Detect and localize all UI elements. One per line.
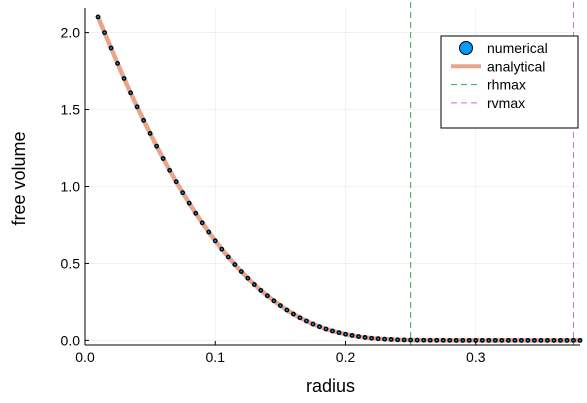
numerical-point (219, 246, 225, 252)
y-tick-label: 1.5 (61, 102, 81, 118)
numerical-point (128, 90, 133, 96)
numerical-point (317, 324, 322, 330)
y-tick-label: 2.0 (61, 25, 81, 41)
numerical-point (375, 336, 381, 342)
legend-label-analytical: analytical (487, 58, 545, 74)
numerical-point (297, 315, 303, 321)
legend-label-rhmax: rhmax (487, 77, 526, 93)
numerical-point (212, 238, 218, 244)
numerical-point (401, 337, 407, 343)
numerical-point (558, 337, 563, 343)
numerical-point (466, 337, 472, 343)
numerical-point (551, 337, 557, 343)
numerical-point (532, 337, 537, 343)
numerical-point (453, 337, 459, 343)
numerical-point (518, 337, 524, 343)
numerical-point (141, 117, 147, 123)
numerical-point (154, 143, 160, 149)
y-tick-label: 0.5 (61, 255, 81, 271)
numerical-point (479, 337, 485, 343)
legend-label-rvmax: rvmax (487, 95, 525, 111)
numerical-point (440, 337, 446, 343)
numerical-point (571, 337, 576, 343)
numerical-point (199, 220, 205, 226)
numerical-point (277, 303, 283, 309)
numerical-point (330, 328, 335, 334)
numerical-point (421, 337, 427, 343)
numerical-point (349, 333, 355, 338)
numerical-point (245, 275, 251, 281)
x-tick-label: 0.0 (75, 349, 95, 365)
numerical-point (486, 337, 492, 343)
numerical-point (564, 337, 570, 343)
numerical-point (206, 229, 212, 235)
numerical-point (369, 335, 374, 341)
numerical-point (193, 210, 199, 216)
numerical-point (538, 337, 544, 343)
numerical-point (356, 334, 361, 339)
numerical-point (395, 337, 401, 343)
numerical-point (95, 14, 101, 20)
numerical-point (414, 337, 420, 343)
axes-layer: 0.0 0.1 0.2 0.3 0.0 0.5 1.0 1.5 2.0 radius free vo… (9, 8, 580, 396)
numerical-point (304, 318, 309, 324)
numerical-point (505, 337, 511, 343)
numerical-point (186, 200, 192, 206)
series-layer (95, 14, 583, 343)
numerical-point (134, 104, 140, 110)
grid-layer (84, 8, 580, 345)
numerical-point (180, 190, 186, 196)
x-tick-label: 0.2 (336, 349, 356, 365)
x-tick-label: 0.1 (206, 349, 226, 365)
y-tick-label: 1.0 (61, 179, 81, 195)
numerical-point (258, 287, 264, 293)
numerical-point (427, 337, 433, 343)
numerical-point (447, 337, 453, 343)
numerical-point (512, 337, 518, 343)
legend-label-numerical: numerical (487, 40, 548, 56)
numerical-point (525, 337, 531, 343)
numerical-point (108, 45, 114, 51)
numerical-point (251, 282, 257, 287)
numerical-point (577, 337, 583, 343)
legend-marker-numerical (459, 41, 473, 55)
numerical-point (115, 60, 120, 66)
numerical-point (492, 337, 498, 343)
x-tick-label: 0.3 (466, 349, 486, 365)
y-tick-label: 0.0 (61, 332, 81, 348)
numerical-point (121, 76, 127, 81)
numerical-point (434, 337, 440, 343)
numerical-point (167, 167, 173, 173)
numerical-point (173, 179, 179, 185)
y-axis-title: free volume (9, 131, 29, 225)
numerical-point (147, 131, 153, 136)
numerical-point (382, 336, 388, 342)
numerical-point (499, 337, 505, 343)
legend: numerical analytical rhmax rvmax (440, 35, 579, 129)
numerical-point (225, 254, 231, 260)
numerical-point (323, 326, 329, 332)
numerical-point (362, 335, 368, 340)
numerical-point (460, 337, 466, 343)
numerical-point (271, 298, 277, 304)
x-axis-title: radius (306, 376, 355, 396)
vline-layer (410, 2, 574, 345)
numerical-point (264, 293, 270, 299)
numerical-point (291, 311, 296, 317)
numerical-point (408, 337, 414, 343)
numerical-point (336, 330, 342, 336)
numerical-point (343, 331, 348, 337)
numerical-point (388, 337, 394, 342)
numerical-point (238, 269, 244, 274)
numerical-point (232, 262, 238, 267)
numerical-point (102, 30, 107, 36)
numerical-point (310, 321, 316, 327)
numerical-point (545, 337, 550, 343)
numerical-point (160, 156, 166, 161)
numerical-point (284, 307, 290, 313)
